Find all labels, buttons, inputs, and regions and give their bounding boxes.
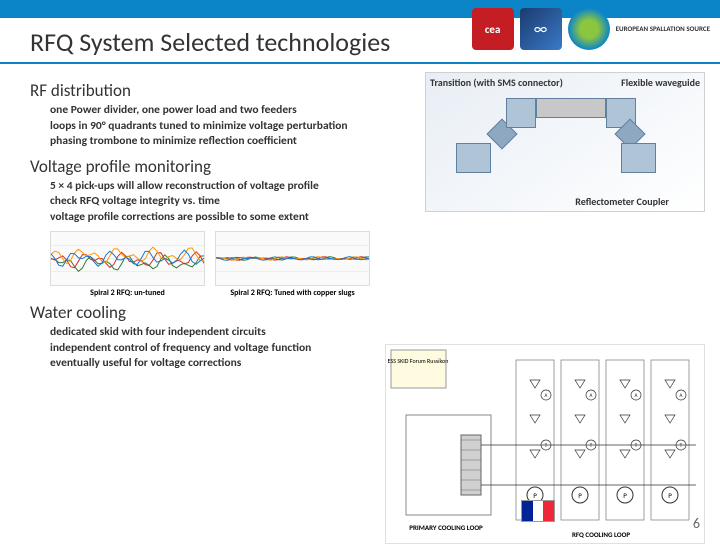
water-cooling-diagram: ESS SKID Forum Russikon PRIMARY COOLING L… [385,344,705,544]
chart-right-wrap: Spiral 2 RFQ: Tuned with copper slugs [215,231,370,298]
svg-text:ESS SKID Forum Russikon: ESS SKID Forum Russikon [388,357,449,365]
charts-row: Spiral 2 RFQ: un-tuned Spiral 2 RFQ: Tun… [50,231,690,298]
chart-right-caption: Spiral 2 RFQ: Tuned with copper slugs [215,288,370,298]
waveguide-label-reflectometer: Reflectometer Coupler [575,196,669,207]
svg-text:RFQ COOLING LOOP: RFQ COOLING LOOP [572,530,630,539]
header: RFQ System Selected technologies cea ∞ E… [0,18,720,64]
logo-row: cea ∞ EUROPEAN SPALLATION SOURCE [472,8,710,50]
waveguide-box: Transition (with SMS connector) Flexible… [425,72,705,212]
chart-left-wrap: Spiral 2 RFQ: un-tuned [50,231,205,298]
page-number: 6 [693,515,700,532]
svg-text:PRIMARY COOLING LOOP: PRIMARY COOLING LOOP [409,523,483,532]
svg-text:P: P [533,491,537,500]
ess-logo [568,8,610,50]
waveguide-label-transition: Transition (with SMS connector) [430,77,563,88]
svg-text:A: A [635,393,638,399]
chart-right [215,231,370,286]
waveguide-label-flexible: Flexible waveguide [621,77,700,88]
irfu-logo: ∞ [520,8,562,50]
svg-text:P: P [578,491,582,500]
cea-logo: cea [472,8,514,50]
ess-text: EUROPEAN SPALLATION SOURCE [616,25,710,33]
waveguide-shape [456,88,656,188]
waveguide-figure: Transition (with SMS connector) Flexible… [425,72,705,212]
svg-text:A: A [545,393,548,399]
chart-left [50,231,205,286]
svg-text:A: A [680,393,683,399]
water-b1: dedicated skid with four independent cir… [50,325,690,341]
svg-text:P: P [668,491,672,500]
page-title: RFQ System Selected technologies [30,26,390,58]
content-area: RF distribution one Power divider, one p… [0,64,720,372]
water-heading: Water cooling [30,302,690,323]
svg-text:A: A [590,393,593,399]
svg-text:P: P [623,491,627,500]
chart-left-caption: Spiral 2 RFQ: un-tuned [50,288,205,298]
